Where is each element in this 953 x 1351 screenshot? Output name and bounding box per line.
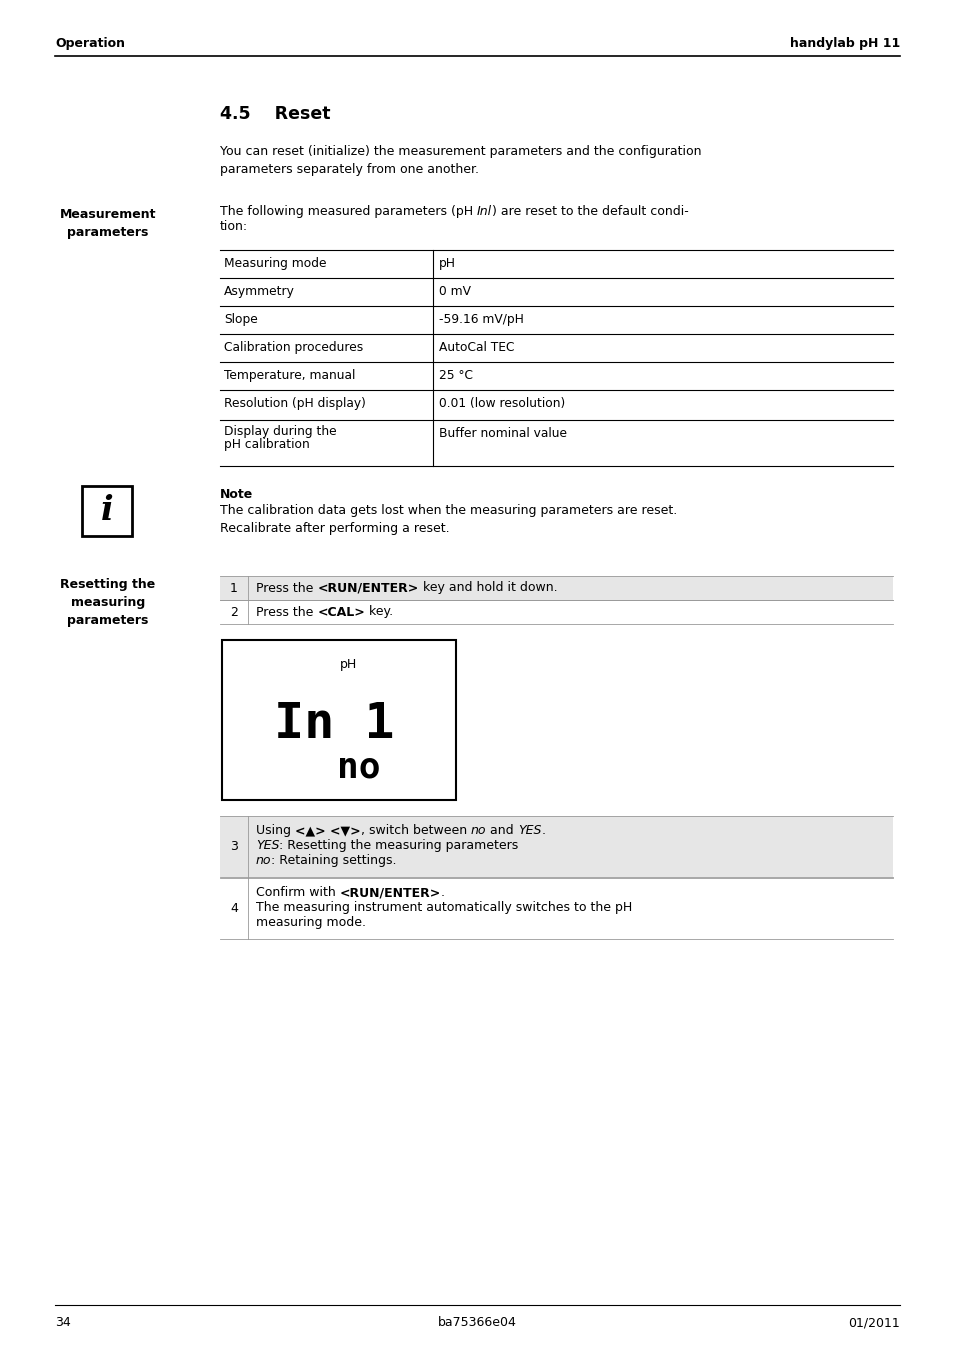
Text: Measuring mode: Measuring mode	[224, 257, 326, 270]
Text: 01/2011: 01/2011	[847, 1316, 899, 1329]
Text: pH calibration: pH calibration	[224, 438, 310, 451]
Text: ba75366e04: ba75366e04	[437, 1316, 516, 1329]
Text: : Retaining settings.: : Retaining settings.	[272, 854, 396, 867]
Text: Calibration procedures: Calibration procedures	[224, 340, 363, 354]
Text: <RUN/ENTER>: <RUN/ENTER>	[317, 581, 418, 594]
Text: Display during the: Display during the	[224, 426, 336, 438]
Text: Slope: Slope	[224, 313, 257, 326]
Text: .: .	[440, 886, 444, 898]
Text: .: .	[540, 824, 545, 838]
Text: AutoCal TEC: AutoCal TEC	[438, 340, 514, 354]
Text: 4.5    Reset: 4.5 Reset	[220, 105, 330, 123]
Text: Temperature, manual: Temperature, manual	[224, 369, 355, 382]
Text: no: no	[470, 824, 486, 838]
Text: Inl: Inl	[476, 205, 492, 218]
Text: 25 °C: 25 °C	[438, 369, 473, 382]
Text: 0 mV: 0 mV	[438, 285, 471, 299]
Text: no: no	[337, 750, 380, 784]
Text: no: no	[255, 854, 272, 867]
Text: measuring mode.: measuring mode.	[255, 916, 366, 929]
Text: Using: Using	[255, 824, 294, 838]
Text: YES: YES	[517, 824, 540, 838]
Text: Confirm with: Confirm with	[255, 886, 339, 898]
Text: i: i	[101, 494, 113, 527]
Bar	[220, 816, 892, 877]
Text: Resolution (pH display): Resolution (pH display)	[224, 397, 366, 409]
Text: , switch between: , switch between	[360, 824, 470, 838]
Text: In 1: In 1	[274, 700, 394, 748]
Text: 4: 4	[230, 902, 237, 915]
Text: 3: 3	[230, 840, 237, 852]
Text: Operation: Operation	[55, 36, 125, 50]
Text: key.: key.	[365, 605, 393, 619]
Text: -59.16 mV/pH: -59.16 mV/pH	[438, 313, 523, 326]
Text: Press the: Press the	[255, 581, 317, 594]
Text: <▲> <▼>: <▲> <▼>	[294, 824, 360, 838]
Text: and: and	[486, 824, 517, 838]
Text: handylab pH 11: handylab pH 11	[789, 36, 899, 50]
Text: key and hold it down.: key and hold it down.	[418, 581, 557, 594]
Text: 2: 2	[230, 605, 237, 619]
Text: <RUN/ENTER>: <RUN/ENTER>	[339, 886, 440, 898]
Text: ) are reset to the default condi-: ) are reset to the default condi-	[492, 205, 688, 218]
Text: The following measured parameters (pH: The following measured parameters (pH	[220, 205, 476, 218]
Text: : Resetting the measuring parameters: : Resetting the measuring parameters	[279, 839, 518, 852]
Text: The calibration data gets lost when the measuring parameters are reset.
Recalibr: The calibration data gets lost when the …	[220, 504, 677, 535]
Text: 34: 34	[55, 1316, 71, 1329]
Text: 0.01 (low resolution): 0.01 (low resolution)	[438, 397, 565, 409]
Text: pH: pH	[438, 257, 456, 270]
Text: Press the: Press the	[255, 605, 317, 619]
Text: You can reset (initialize) the measurement parameters and the configuration
para: You can reset (initialize) the measureme…	[220, 145, 700, 176]
Text: 1: 1	[230, 581, 237, 594]
Text: Asymmetry: Asymmetry	[224, 285, 294, 299]
Text: Resetting the
measuring
parameters: Resetting the measuring parameters	[60, 578, 155, 627]
Text: Measurement
parameters: Measurement parameters	[60, 208, 156, 239]
Text: <CAL>: <CAL>	[317, 605, 365, 619]
Bar	[220, 576, 892, 600]
Text: pH: pH	[340, 658, 357, 671]
Text: Note: Note	[220, 488, 253, 501]
Text: Buffer nominal value: Buffer nominal value	[438, 427, 566, 440]
Text: The measuring instrument automatically switches to the pH: The measuring instrument automatically s…	[255, 901, 632, 915]
Bar	[82, 486, 132, 536]
Text: tion:: tion:	[220, 220, 248, 232]
Bar	[222, 640, 456, 800]
Text: YES: YES	[255, 839, 279, 852]
